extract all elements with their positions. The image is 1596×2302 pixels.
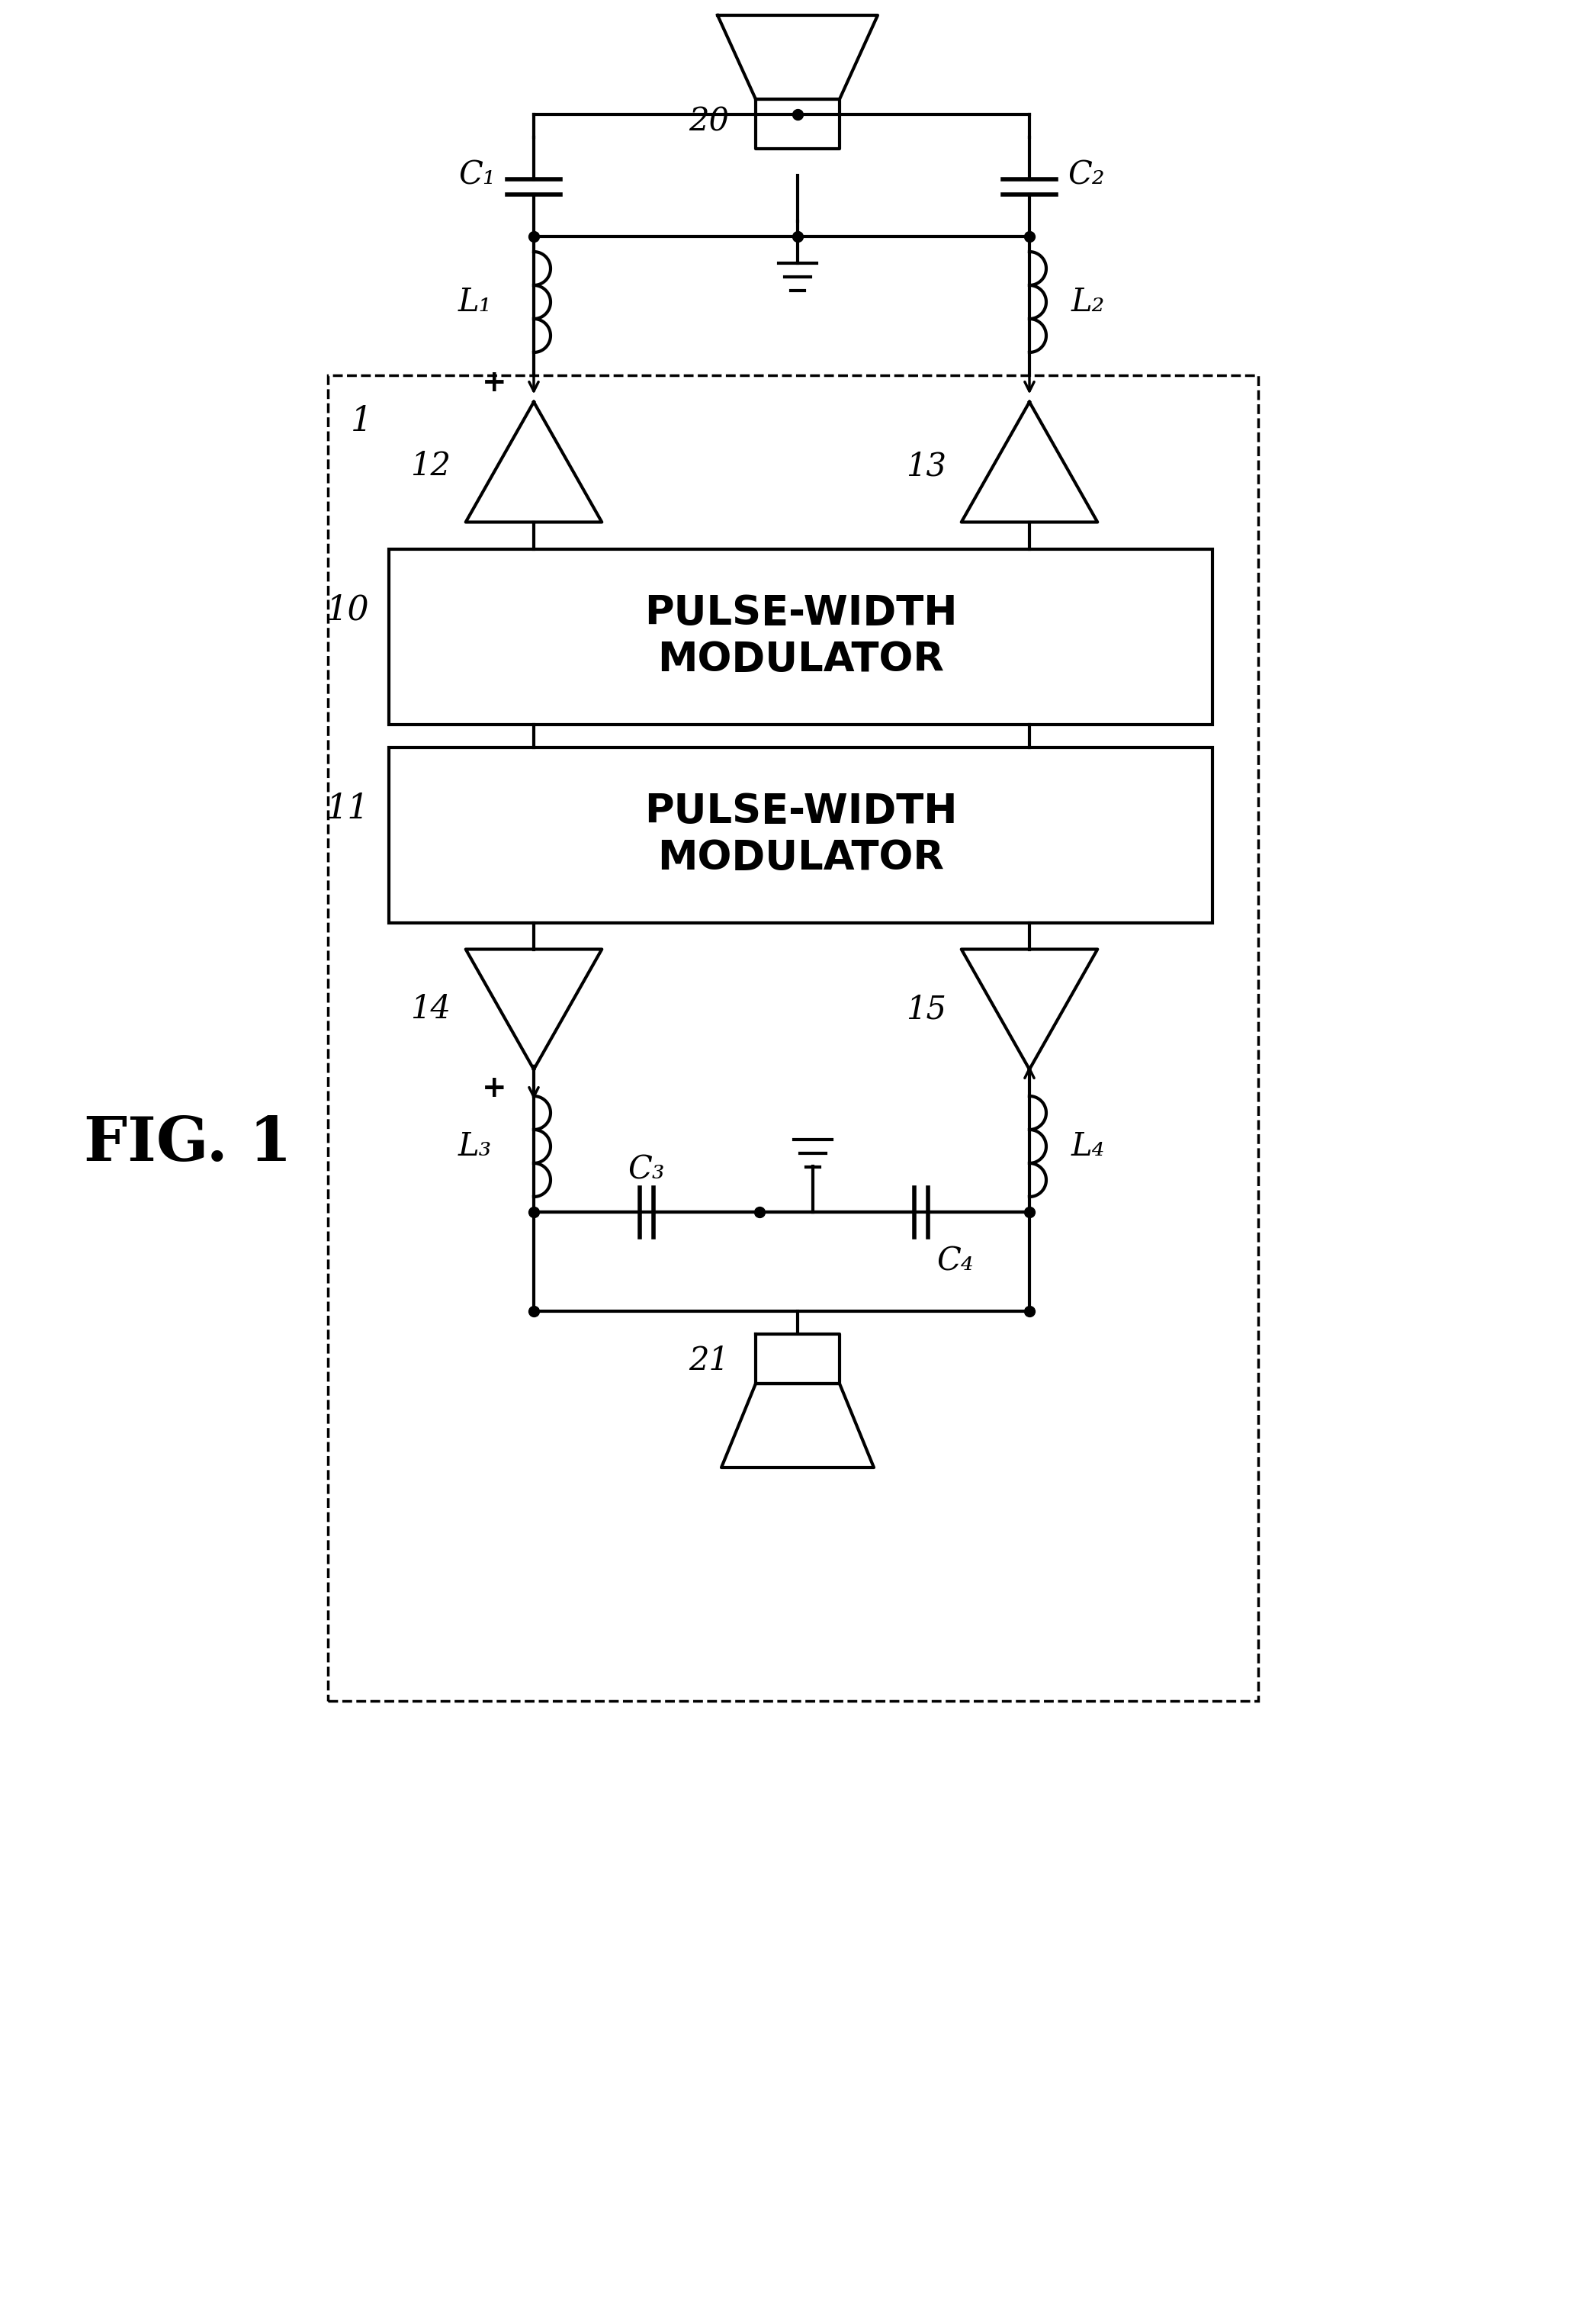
- Text: 20: 20: [688, 106, 729, 138]
- Text: L₄: L₄: [1071, 1130, 1104, 1163]
- Text: 1: 1: [351, 405, 372, 437]
- Text: 14: 14: [410, 992, 450, 1024]
- Text: L₂: L₂: [1071, 285, 1104, 318]
- Polygon shape: [755, 99, 839, 150]
- Text: +: +: [482, 368, 508, 398]
- Polygon shape: [755, 1335, 839, 1384]
- Text: L₁: L₁: [458, 285, 492, 318]
- Text: C₃: C₃: [629, 1153, 666, 1186]
- Text: 10: 10: [327, 594, 370, 626]
- Text: C₄: C₄: [937, 1245, 974, 1278]
- Polygon shape: [721, 1384, 875, 1469]
- Text: C₁: C₁: [458, 159, 496, 191]
- Bar: [389, 748, 1213, 923]
- Polygon shape: [718, 16, 878, 99]
- Text: L₃: L₃: [458, 1130, 492, 1163]
- Polygon shape: [466, 403, 602, 523]
- Text: 11: 11: [327, 792, 370, 824]
- Bar: [327, 375, 1258, 1701]
- Text: C₂: C₂: [1068, 159, 1104, 191]
- Text: PULSE-WIDTH
MODULATOR: PULSE-WIDTH MODULATOR: [645, 792, 958, 877]
- Polygon shape: [961, 403, 1098, 523]
- Text: +: +: [482, 1075, 508, 1103]
- Polygon shape: [961, 948, 1098, 1070]
- Polygon shape: [466, 948, 602, 1070]
- Text: 12: 12: [410, 449, 450, 481]
- Bar: [389, 548, 1213, 725]
- Text: PULSE-WIDTH
MODULATOR: PULSE-WIDTH MODULATOR: [645, 594, 958, 679]
- Text: FIG. 1: FIG. 1: [85, 1114, 292, 1174]
- Text: 21: 21: [688, 1344, 729, 1377]
- Text: 15: 15: [905, 992, 946, 1024]
- Text: 13: 13: [905, 449, 946, 481]
